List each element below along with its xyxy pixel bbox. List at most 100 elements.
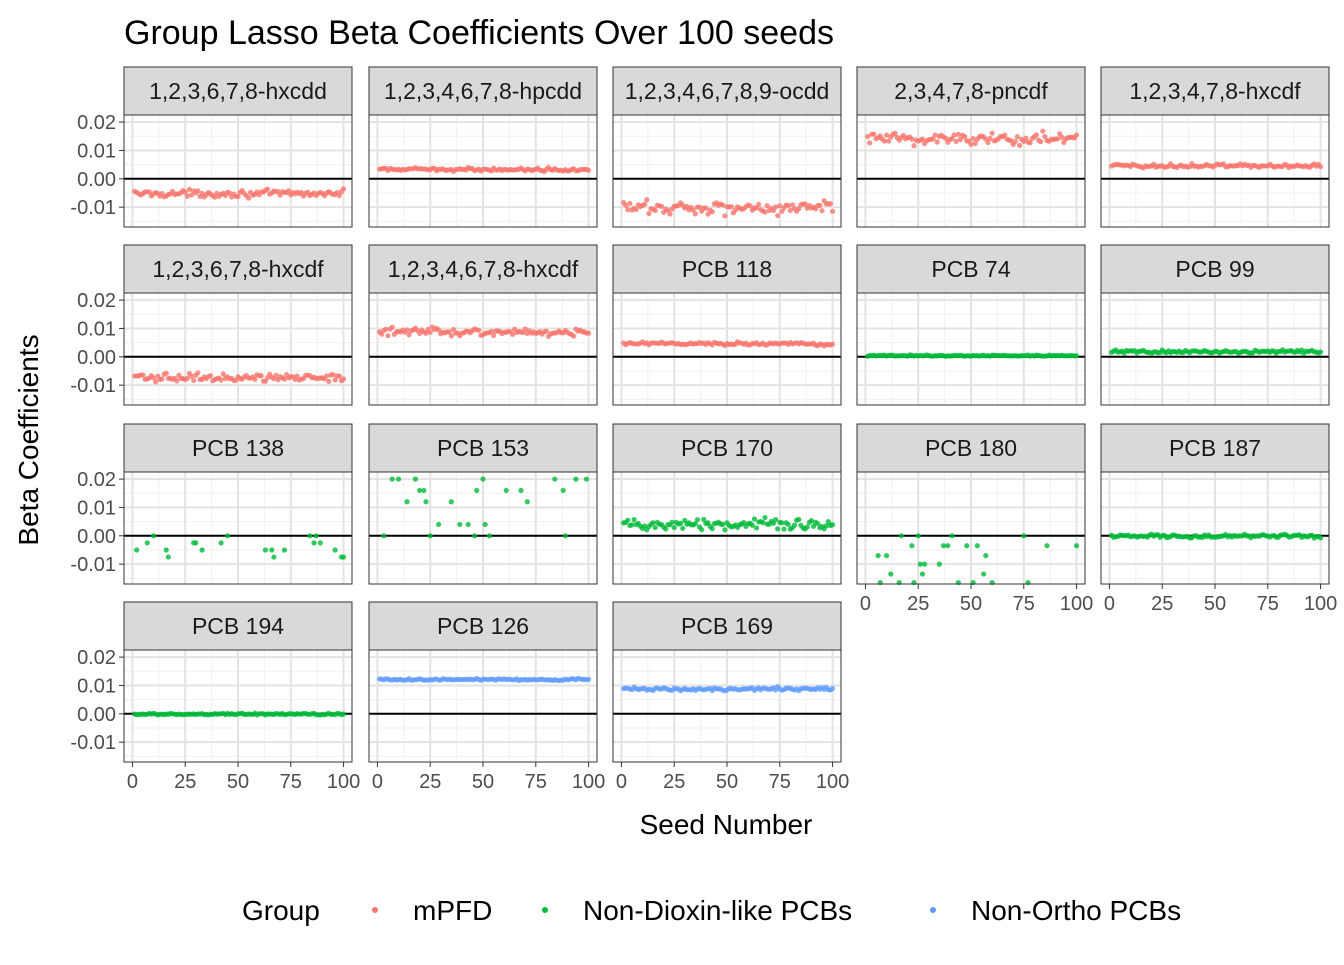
- data-point: [153, 379, 159, 385]
- facet-label: PCB 169: [681, 613, 773, 639]
- data-point: [970, 135, 976, 142]
- data-point: [562, 533, 568, 539]
- data-point: [696, 204, 703, 210]
- data-point: [1027, 140, 1033, 146]
- facet-strip: [612, 601, 842, 651]
- facet-panel: 1,2,3,4,6,7,8-hpcdd: [368, 66, 598, 228]
- data-point: [271, 554, 277, 560]
- data-point: [134, 547, 140, 553]
- facet-strip: [123, 66, 353, 116]
- data-point: [585, 676, 592, 682]
- facet-panel: PCB 170: [612, 423, 842, 585]
- data-point: [815, 521, 821, 527]
- panel-border: [123, 114, 353, 228]
- data-point: [972, 140, 978, 147]
- x-tick-label: 100: [816, 771, 849, 793]
- y-tick-label: 0.00: [77, 347, 116, 369]
- panel-border: [1100, 114, 1330, 228]
- facet-label: PCB 138: [192, 435, 284, 461]
- x-tick-label: 25: [907, 593, 929, 615]
- data-point: [779, 520, 785, 526]
- data-point: [258, 373, 264, 379]
- data-point: [330, 371, 336, 378]
- data-point: [829, 341, 836, 347]
- data-point: [777, 203, 783, 209]
- data-point: [163, 370, 169, 376]
- data-point: [383, 326, 389, 332]
- data-point: [163, 547, 169, 553]
- data-point: [936, 561, 942, 567]
- data-point: [881, 138, 888, 144]
- data-point: [423, 330, 429, 336]
- data-point: [150, 375, 157, 381]
- x-tick-label: 0: [372, 771, 383, 793]
- facet-label: 2,3,4,7,8-pncdf: [894, 78, 1048, 104]
- data-point: [476, 327, 482, 333]
- data-point: [571, 333, 577, 339]
- data-point: [943, 135, 949, 141]
- data-point: [1033, 132, 1040, 138]
- data-point: [953, 138, 959, 144]
- data-point: [245, 195, 252, 201]
- facet-panel: PCB 126 0 25 50 75 100: [368, 601, 605, 793]
- data-point: [583, 476, 590, 482]
- data-point: [705, 211, 711, 217]
- data-point: [457, 521, 463, 528]
- data-point: [1016, 142, 1023, 149]
- data-point: [957, 136, 964, 143]
- facet-panel: PCB 187 0 25 50 75 100: [1100, 423, 1337, 615]
- data-point: [919, 571, 926, 577]
- panel-border: [612, 114, 842, 228]
- data-point: [522, 326, 528, 332]
- x-tick-label: 75: [1257, 593, 1279, 615]
- data-point: [150, 533, 157, 539]
- data-point: [509, 331, 516, 338]
- legend: Group mPFD Non-Dioxin-like PCBs Non-Ortho P…: [242, 895, 1181, 926]
- data-point: [518, 487, 524, 494]
- data-point: [625, 517, 631, 523]
- x-tick-label: 25: [1151, 593, 1173, 615]
- data-point: [340, 376, 347, 382]
- y-tick-label: 0.01: [77, 675, 116, 697]
- data-point: [1014, 134, 1021, 140]
- data-point: [404, 327, 410, 333]
- y-tick-label: 0.01: [77, 318, 116, 340]
- data-point: [144, 540, 150, 546]
- facet-panel: PCB 138 0.02 0.01 0.00 -0.01: [70, 423, 353, 585]
- data-point: [474, 487, 480, 494]
- data-point: [886, 138, 892, 144]
- data-point: [756, 201, 762, 208]
- data-point: [195, 188, 201, 194]
- data-point: [888, 571, 894, 577]
- data-point: [146, 189, 152, 195]
- data-point: [825, 518, 831, 525]
- data-point: [690, 207, 696, 213]
- data-point: [817, 202, 823, 208]
- data-point: [658, 203, 665, 210]
- data-point: [1317, 535, 1324, 541]
- data-point: [722, 213, 728, 219]
- x-tick-label: 100: [1304, 593, 1337, 615]
- data-point: [427, 329, 433, 335]
- data-point: [747, 203, 753, 209]
- x-tick-label: 100: [1060, 593, 1093, 615]
- data-point: [1073, 132, 1080, 138]
- facet-panel: 1,2,3,4,7,8-hxcdf: [1100, 66, 1330, 228]
- data-point: [625, 207, 631, 213]
- facet-panel: PCB 194 0.02 0.01 0.00 -0.01 0 25 50 75 100: [70, 601, 360, 793]
- data-point: [326, 378, 332, 384]
- data-point: [471, 533, 478, 539]
- data-point: [829, 522, 836, 528]
- data-point: [989, 130, 995, 136]
- data-point: [182, 189, 188, 195]
- data-point: [915, 533, 921, 539]
- data-point: [336, 373, 342, 379]
- y-axis-title: Beta Coefficients: [13, 334, 44, 545]
- data-point: [340, 186, 347, 192]
- data-point: [307, 533, 313, 539]
- x-tick-label: 25: [419, 771, 441, 793]
- data-point: [642, 523, 648, 529]
- data-point: [883, 132, 890, 138]
- y-tick-label: 0.00: [77, 704, 116, 726]
- data-point: [294, 373, 300, 379]
